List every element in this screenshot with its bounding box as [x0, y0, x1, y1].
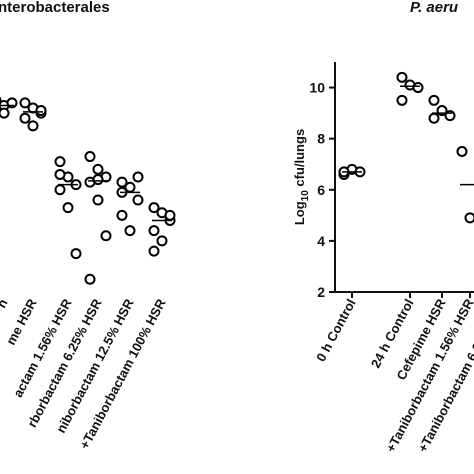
y-axis-label-part: cfu/lungs — [292, 129, 307, 190]
point — [92, 174, 104, 186]
point — [35, 105, 47, 117]
y-axis-label-part: Log — [292, 201, 307, 225]
y-axis-label-part: 10 — [300, 190, 311, 202]
point — [164, 209, 176, 221]
point — [70, 248, 82, 260]
y-tick-label: 10 — [309, 80, 325, 96]
y-tick-label: 6 — [317, 182, 325, 198]
point — [456, 145, 468, 157]
point — [396, 94, 408, 106]
x-tick-label: 0 h Control — [313, 296, 358, 364]
point — [412, 82, 424, 94]
point — [92, 163, 104, 175]
chart-title: P. aeru — [410, 0, 458, 16]
y-tick-label: 8 — [317, 131, 325, 147]
point — [116, 176, 128, 188]
point — [116, 209, 128, 221]
point — [84, 273, 96, 285]
point — [148, 202, 160, 214]
point — [62, 202, 74, 214]
point — [19, 112, 31, 124]
point — [19, 97, 31, 109]
point — [132, 171, 144, 183]
point — [148, 225, 160, 237]
chart-title: nterobacterales — [0, 0, 110, 16]
point — [124, 225, 136, 237]
point — [396, 71, 408, 83]
point — [0, 107, 10, 119]
point — [27, 120, 39, 132]
point — [428, 112, 440, 124]
point — [148, 245, 160, 257]
point — [54, 156, 66, 168]
point — [54, 168, 66, 180]
point — [464, 212, 474, 224]
y-axis-label: Log10 cfu/lungs — [292, 129, 311, 225]
point — [84, 151, 96, 163]
point — [92, 194, 104, 206]
point — [428, 94, 440, 106]
point — [156, 235, 168, 247]
y-tick-label: 2 — [317, 284, 325, 300]
x-tick-label: n — [0, 296, 11, 310]
point — [54, 184, 66, 196]
y-tick-label: 4 — [317, 233, 325, 249]
point — [132, 194, 144, 206]
point — [100, 230, 112, 242]
